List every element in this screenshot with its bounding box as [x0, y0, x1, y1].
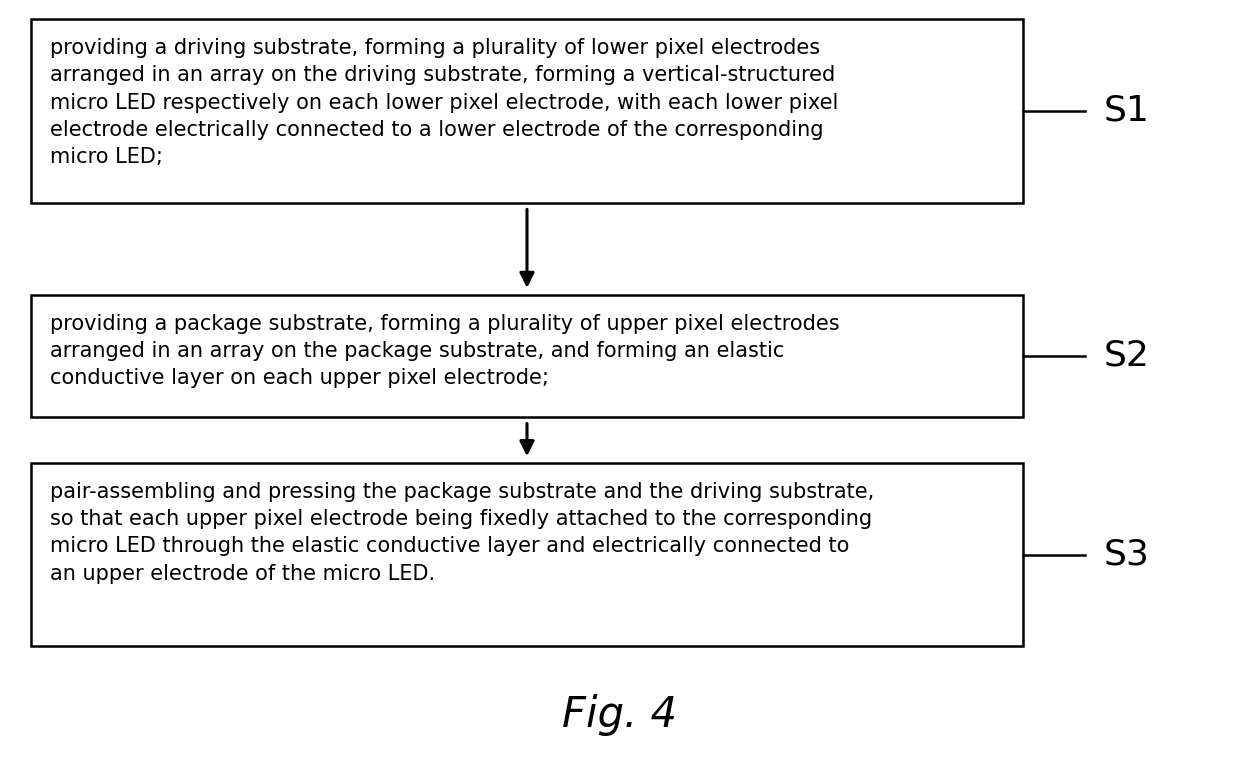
- Bar: [31, 463, 1023, 646]
- Text: S3: S3: [1104, 538, 1149, 571]
- Text: Fig. 4: Fig. 4: [563, 695, 677, 736]
- Text: S2: S2: [1104, 339, 1149, 373]
- Text: providing a driving substrate, forming a plurality of lower pixel electrodes
arr: providing a driving substrate, forming a…: [50, 38, 838, 167]
- Text: S1: S1: [1104, 94, 1149, 128]
- Text: pair-assembling and pressing the package substrate and the driving substrate,
so: pair-assembling and pressing the package…: [50, 482, 874, 584]
- Bar: [31, 19, 1023, 203]
- Bar: [31, 295, 1023, 417]
- Text: providing a package substrate, forming a plurality of upper pixel electrodes
arr: providing a package substrate, forming a…: [50, 314, 839, 388]
